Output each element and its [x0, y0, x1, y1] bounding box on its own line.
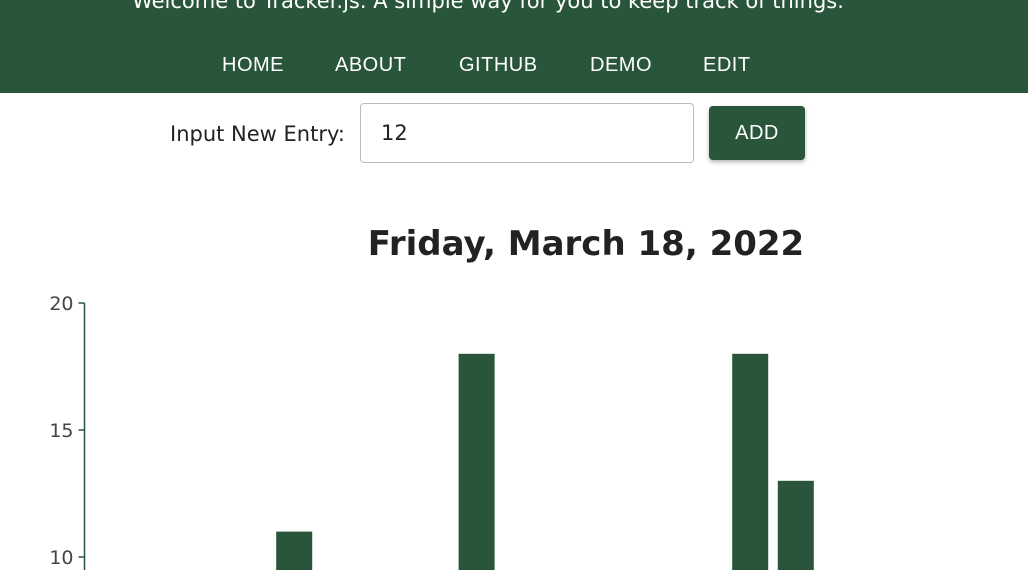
y-tick-label: 15 [49, 420, 73, 442]
bar [732, 354, 768, 570]
y-tick-label: 20 [49, 293, 73, 315]
y-axis: 20 15 10 [49, 293, 84, 570]
bar [778, 481, 814, 570]
bar [459, 354, 495, 570]
y-tick-label: 10 [49, 547, 73, 569]
bar [276, 532, 312, 570]
bars [276, 354, 814, 570]
